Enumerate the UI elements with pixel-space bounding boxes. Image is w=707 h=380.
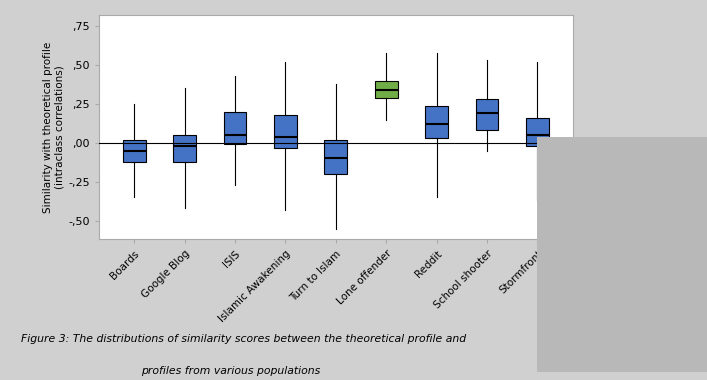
Text: Figure 3: The distributions of similarity scores between the theoretical profile: Figure 3: The distributions of similarit… <box>21 334 467 344</box>
PathPatch shape <box>223 112 246 144</box>
PathPatch shape <box>274 115 297 147</box>
PathPatch shape <box>325 140 347 174</box>
PathPatch shape <box>375 81 397 98</box>
PathPatch shape <box>476 99 498 130</box>
Text: profiles from various populations: profiles from various populations <box>141 366 321 376</box>
PathPatch shape <box>426 106 448 138</box>
PathPatch shape <box>173 135 196 162</box>
PathPatch shape <box>526 118 549 146</box>
Y-axis label: Similarity with theoretical profile
(intraclass correlations): Similarity with theoretical profile (int… <box>42 42 64 213</box>
PathPatch shape <box>123 140 146 162</box>
